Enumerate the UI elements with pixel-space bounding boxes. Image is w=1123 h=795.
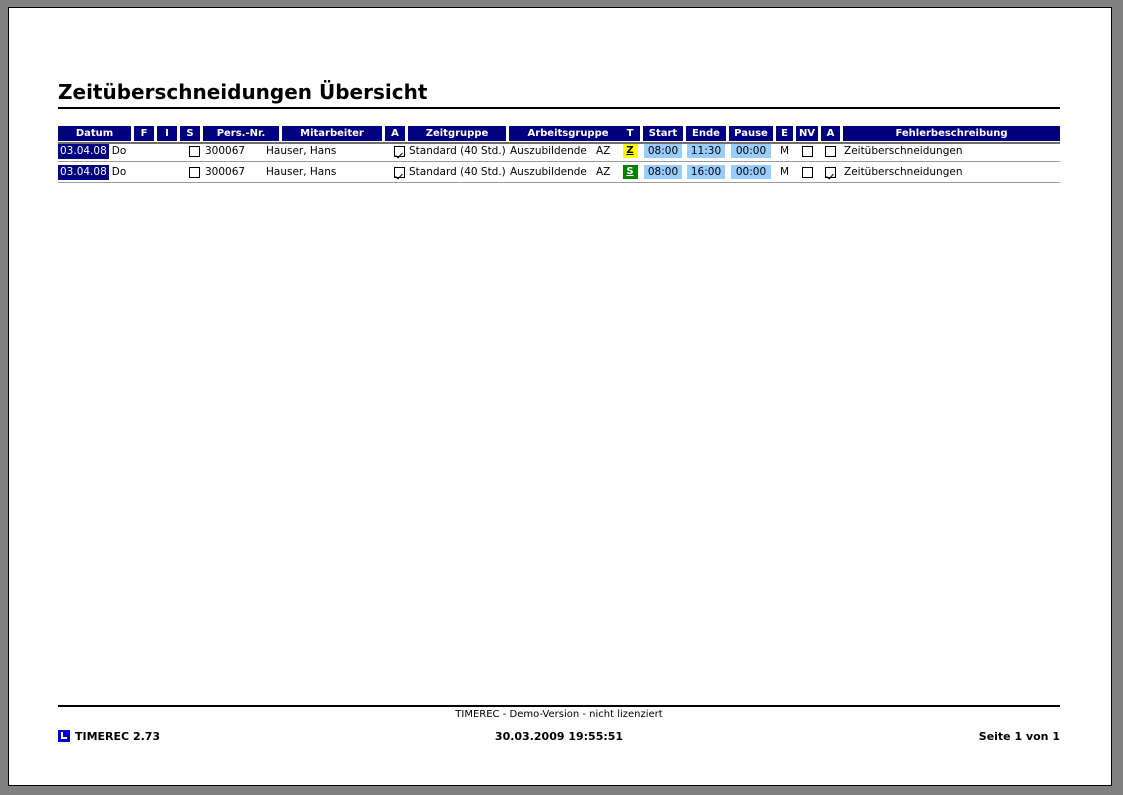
time-start: 08:00 <box>644 144 682 158</box>
time-start: 08:00 <box>644 165 682 179</box>
cell-mitarbeiter: Hauser, Hans <box>266 145 337 157</box>
cell-fehler: Zeitüberschneidungen <box>844 166 963 178</box>
checkbox-zeitgruppe-aktiv[interactable] <box>393 166 405 178</box>
column-header-datum[interactable]: Datum <box>58 126 131 141</box>
column-header-s[interactable]: S <box>180 126 200 141</box>
column-header-nv[interactable]: NV <box>796 126 818 141</box>
cell-pause: 00:00 <box>729 162 773 182</box>
cell-a1 <box>389 141 409 161</box>
cell-a2 <box>821 162 840 182</box>
column-header-persnr[interactable]: Pers.-Nr. <box>203 126 279 141</box>
timerec-clock-icon <box>58 730 70 742</box>
weekday-label: Do <box>111 166 127 178</box>
status-badge: S <box>622 165 638 179</box>
cell-fehler: Zeitüberschneidungen <box>844 145 963 157</box>
checkbox-zeitgruppe-aktiv[interactable] <box>393 145 405 157</box>
time-ende: 11:30 <box>687 144 725 158</box>
cell-i <box>157 162 177 182</box>
footer-app: TIMEREC 2.73 <box>58 729 160 745</box>
column-header-mitarbeiter[interactable]: Mitarbeiter <box>282 126 382 141</box>
checkbox-a[interactable] <box>825 166 836 178</box>
cell-datum: 03.04.08 Do <box>58 141 155 161</box>
checkbox-nv[interactable] <box>801 145 813 157</box>
cell-t: S <box>620 162 640 182</box>
footer-timestamp: 30.03.2009 19:55:51 <box>494 730 624 743</box>
title-divider <box>58 107 1060 109</box>
cell-t: AZ <box>596 162 656 182</box>
table-body: 03.04.08 Do 300067 Hauser, Hans Standard (40… <box>58 141 1060 183</box>
cell-nv <box>796 162 818 182</box>
cell-persnr: 300067 <box>205 166 246 178</box>
time-ende: 16:00 <box>687 165 725 179</box>
cell-t: Z <box>620 141 640 161</box>
cell-zeitgruppe: Standard (40 Std.) <box>409 145 506 157</box>
weekday-label: Do <box>111 145 127 157</box>
cell-e: M <box>779 145 790 157</box>
time-pause: 00:00 <box>731 144 771 158</box>
column-header-ende[interactable]: Ende <box>686 126 726 141</box>
cell-start: 08:00 <box>643 162 683 182</box>
column-header-a2[interactable]: A <box>821 126 840 141</box>
header-divider <box>58 142 1060 144</box>
date-chip: 03.04.08 <box>58 143 109 159</box>
footer-note: TIMEREC - Demo-Version - nicht lizenzier… <box>455 709 663 720</box>
cell-arbeitsgruppe: Auszubildende <box>510 145 587 157</box>
column-header-t[interactable]: T <box>620 126 640 141</box>
cell-persnr: 300067 <box>205 145 246 157</box>
time-pause: 00:00 <box>731 165 771 179</box>
column-header-zeitgruppe[interactable]: Zeitgruppe <box>408 126 506 141</box>
footer-divider <box>58 705 1060 707</box>
cell-s <box>184 141 204 161</box>
t-label: AZ <box>596 166 611 178</box>
cell-mitarbeiter: Hauser, Hans <box>266 166 337 178</box>
column-header-a1[interactable]: A <box>385 126 405 141</box>
t-label: AZ <box>596 145 611 157</box>
column-header-arbeitsgruppe[interactable]: Arbeitsgruppe <box>509 126 627 141</box>
footer-bar: TIMEREC 2.73 30.03.2009 19:55:51 Seite 1… <box>58 729 1060 745</box>
app-name-label: TIMEREC 2.73 <box>75 730 161 743</box>
report-page: Zeitüberschneidungen Übersicht Datum F I S P… <box>8 7 1112 786</box>
cell-e: M <box>779 166 790 178</box>
status-badge: Z <box>622 144 638 158</box>
checkbox-s[interactable] <box>188 166 200 178</box>
cell-i <box>157 141 177 161</box>
column-header-i[interactable]: I <box>157 126 177 141</box>
column-header-e[interactable]: E <box>776 126 793 141</box>
checkbox-s[interactable] <box>188 145 200 157</box>
cell-ende: 16:00 <box>686 162 726 182</box>
column-header-pause[interactable]: Pause <box>729 126 773 141</box>
page-title: Zeitüberschneidungen Übersicht <box>58 80 428 104</box>
column-header-start[interactable]: Start <box>643 126 683 141</box>
cell-arbeitsgruppe: Auszubildende <box>510 166 587 178</box>
cell-ende: 11:30 <box>686 141 726 161</box>
footer-page-info: Seite 1 von 1 <box>978 730 1060 743</box>
cell-s <box>184 162 204 182</box>
cell-pause: 00:00 <box>729 141 773 161</box>
checkbox-a[interactable] <box>825 145 836 157</box>
date-chip: 03.04.08 <box>58 164 109 180</box>
table-header-row: Datum F I S Pers.-Nr. Mitarbeiter A Zeitgruppe A… <box>58 126 1060 141</box>
table-row[interactable]: 03.04.08 Do 300067 Hauser, Hans Standard (40… <box>58 162 1060 183</box>
cell-a1 <box>389 162 409 182</box>
cell-start: 08:00 <box>643 141 683 161</box>
cell-datum: 03.04.08 Do <box>58 162 155 182</box>
column-header-f[interactable]: F <box>134 126 154 141</box>
cell-t: AZ <box>596 141 656 161</box>
cell-f <box>134 141 154 161</box>
table-row[interactable]: 03.04.08 Do 300067 Hauser, Hans Standard (40… <box>58 141 1060 162</box>
report-table: Datum F I S Pers.-Nr. Mitarbeiter A Zeitgruppe A… <box>58 126 1060 183</box>
checkbox-nv[interactable] <box>801 166 813 178</box>
cell-f <box>134 162 154 182</box>
cell-zeitgruppe: Standard (40 Std.) <box>409 166 506 178</box>
column-header-fehler[interactable]: Fehlerbeschreibung <box>843 126 1060 141</box>
cell-nv <box>796 141 818 161</box>
cell-a2 <box>821 141 840 161</box>
